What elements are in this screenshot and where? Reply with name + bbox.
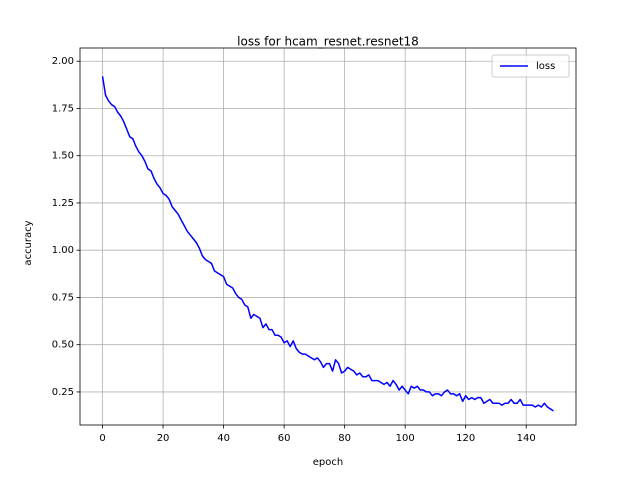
y-tick-label: 0.25: [52, 387, 74, 398]
y-tick-label: 2.00: [52, 56, 74, 67]
y-tick-label: 1.50: [52, 151, 74, 162]
x-tick-label: 20: [157, 433, 170, 444]
x-tick-label: 0: [99, 433, 105, 444]
legend-label: loss: [536, 61, 555, 72]
axes-frame: [79, 47, 577, 426]
line-series: [101, 76, 554, 412]
x-tick-label: 100: [396, 433, 415, 444]
x-axis-label: epoch: [313, 457, 343, 468]
x-tick-label: 140: [517, 433, 536, 444]
chart-title: loss for hcam_resnet.resnet18: [237, 35, 419, 49]
y-tick-label: 1.75: [52, 103, 74, 114]
legend-box: [491, 54, 570, 78]
x-tick-label: 40: [217, 433, 230, 444]
x-tick-label: 60: [278, 433, 291, 444]
y-axis-label: accuracy: [23, 220, 34, 265]
y-tick-label: 0.75: [52, 292, 74, 303]
x-tick-label: 80: [338, 433, 351, 444]
y-tick-label: 1.25: [52, 198, 74, 209]
x-tick-label: 120: [456, 433, 475, 444]
y-tick-label: 1.00: [52, 245, 74, 256]
y-tick-label: 0.50: [52, 340, 74, 351]
